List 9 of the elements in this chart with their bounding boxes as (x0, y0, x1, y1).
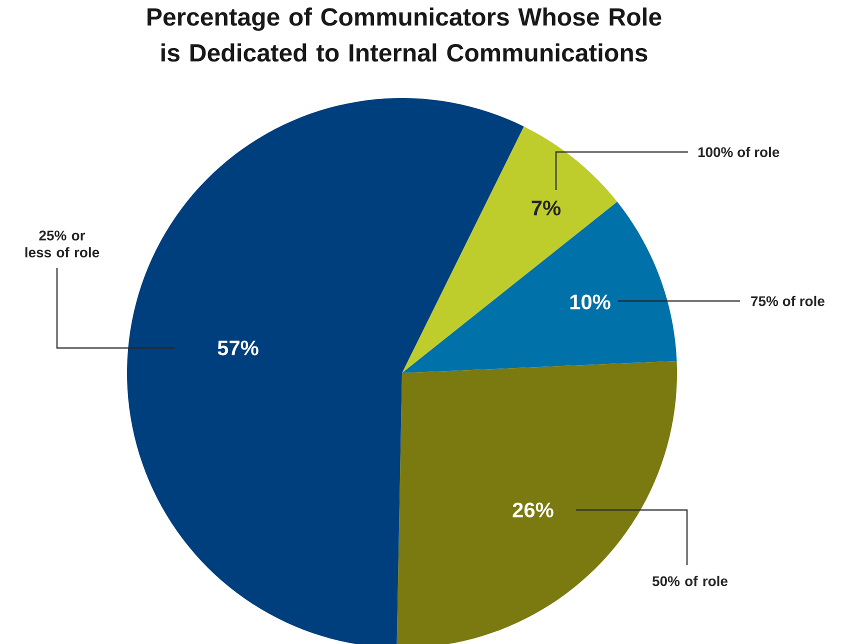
slice-label: 75% of role (751, 296, 824, 306)
slice-label: 25% or less of role (25, 230, 100, 258)
data-label: 26% (512, 502, 554, 518)
slice-label: 100% of role (698, 146, 780, 158)
data-label: 10% (570, 294, 610, 310)
slice-label: 50% of role (652, 576, 728, 586)
data-label: 57% (218, 340, 258, 356)
chart-title: Percentage of Communicators Whose Role is Dedicated to Internal Communications (148, 8, 662, 62)
data-label: 7% (532, 200, 561, 216)
